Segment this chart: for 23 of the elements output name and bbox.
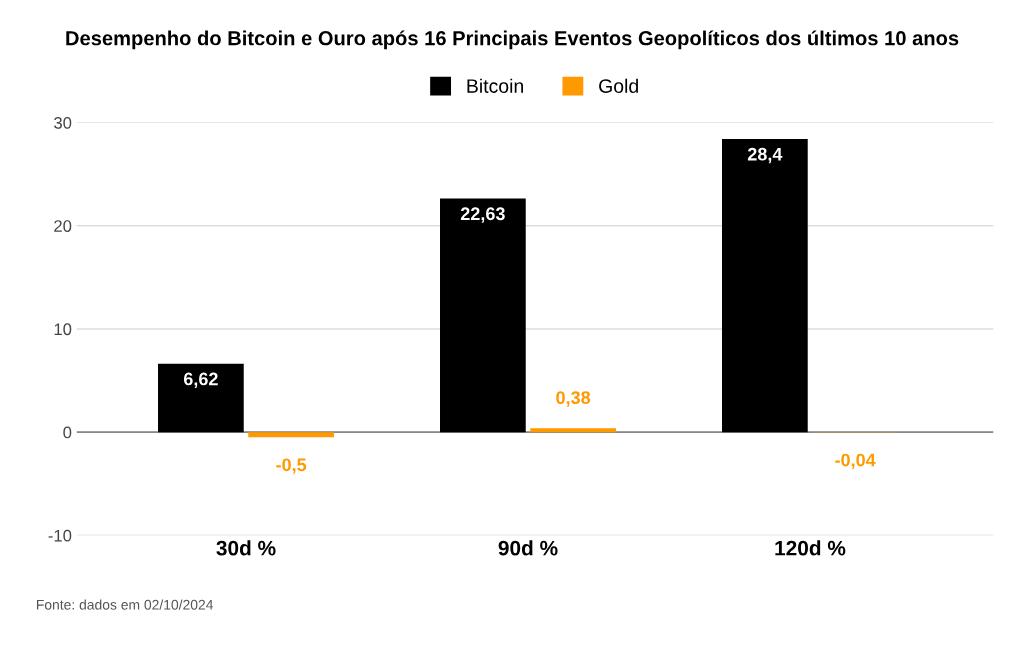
data-label: -0,5 xyxy=(276,458,307,474)
data-label: 28,4 xyxy=(747,147,783,164)
y-tick-label: -10 xyxy=(48,529,72,542)
y-tick-label: 20 xyxy=(54,220,72,232)
source-note: Fonte: dados em 02/10/2024 xyxy=(36,599,214,610)
x-tick-label: 90d % xyxy=(498,540,558,556)
bar xyxy=(530,428,616,433)
bar xyxy=(722,139,808,433)
data-label: 0,38 xyxy=(556,391,591,407)
x-tick-label: 30d % xyxy=(216,540,276,556)
data-label: 22,63 xyxy=(460,207,505,223)
bar xyxy=(248,432,334,438)
data-label: 6,62 xyxy=(183,372,218,388)
y-tick-label: 30 xyxy=(54,116,72,129)
data-label: -0,04 xyxy=(835,453,876,470)
chart-title: Desempenho do Bitcoin e Ouro após 16 Principais Eventos Geopolíticos dos últimos 10 anos xyxy=(66,30,959,50)
legend-label: Gold xyxy=(599,78,638,93)
legend-label: Bitcoin xyxy=(467,78,523,93)
bar xyxy=(158,363,244,433)
x-tick-label: 120d % xyxy=(775,540,846,556)
y-tick-label: 10 xyxy=(54,323,72,336)
y-tick-label: 0 xyxy=(63,426,72,439)
bar xyxy=(440,198,526,433)
